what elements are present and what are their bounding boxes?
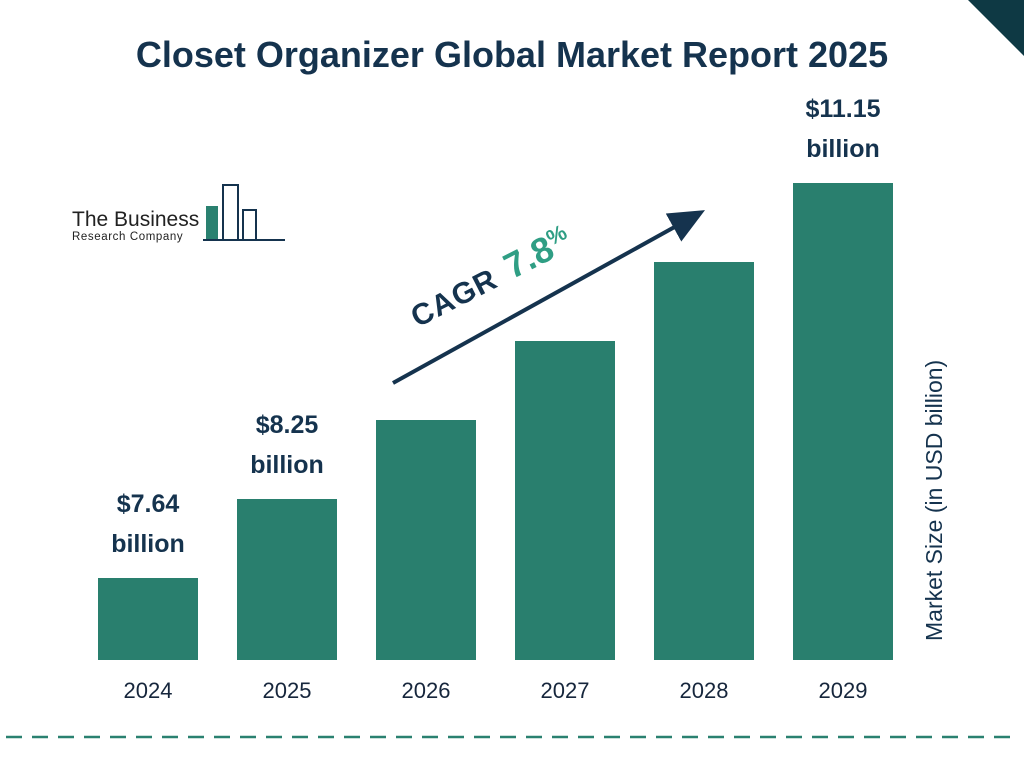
x-axis-label-2024: 2024 (123, 678, 173, 703)
y-axis-title: Market Size (in USD billion) (921, 359, 947, 641)
page-title: Closet Organizer Global Market Report 20… (135, 34, 889, 75)
logo-line1: The Business (72, 207, 200, 231)
logo: The Business Research Company (72, 182, 289, 249)
x-axis-label-2029: 2029 (818, 678, 868, 703)
bar-2025 (237, 499, 337, 660)
bar-2026 (376, 420, 476, 660)
bar-2029 (793, 183, 893, 660)
logo-text: The Business Research Company (72, 208, 199, 249)
bar-column-2024: $7.64 billion 2024 (98, 180, 198, 703)
bar-2024 (98, 578, 198, 660)
x-axis-label-2027: 2027 (540, 678, 590, 703)
bar-column-2028: 2028 (654, 180, 754, 703)
logo-line2: Research Company (72, 231, 184, 243)
logo-bar-chart-icon (203, 182, 289, 249)
bar-2028 (654, 262, 754, 660)
x-axis-label-2025: 2025 (262, 678, 312, 703)
bar-column-2026: 2026 (376, 180, 476, 703)
x-axis-label-2026: 2026 (401, 678, 451, 703)
bar-2027 (515, 341, 615, 660)
x-axis-label-2028: 2028 (679, 678, 729, 703)
bar-value-label-2029: $11.15 billion (805, 95, 881, 163)
bar-value-label-2025: $8.25 billion (250, 411, 324, 479)
bar-column-2025: $8.25 billion 2025 (237, 180, 337, 703)
bar-value-label-2024: $7.64 billion (111, 490, 185, 558)
bar-column-2029: $11.15 billion 2029 (793, 95, 893, 703)
corner-decoration (968, 0, 1024, 56)
bar-column-2027: 2027 (515, 180, 615, 703)
